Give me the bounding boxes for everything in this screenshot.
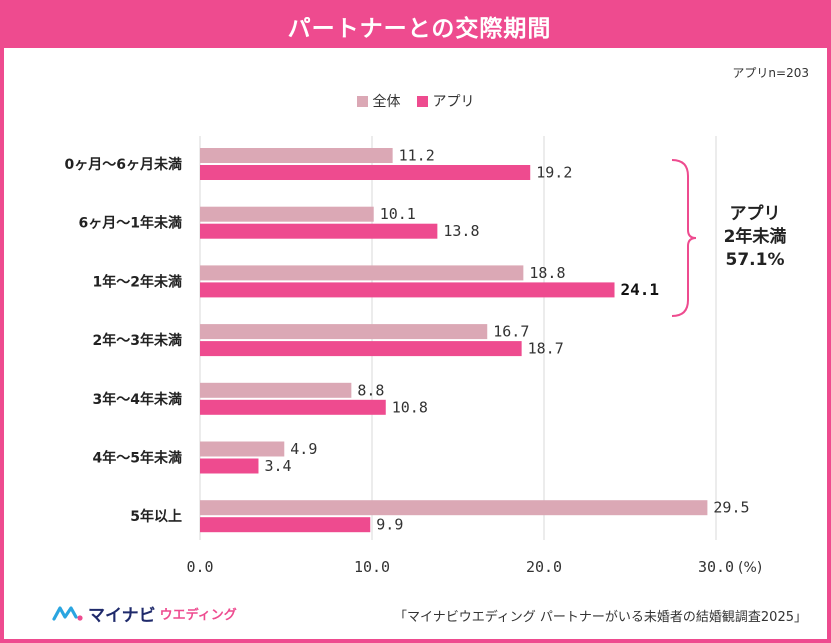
data-label-1-4: 10.8: [392, 398, 428, 416]
bar-0-1: [200, 206, 374, 222]
data-label-1-1: 13.8: [443, 222, 479, 240]
brand-logo: マイナビ ウエディング: [52, 601, 237, 626]
data-label-0-0: 11.2: [399, 147, 435, 165]
bar-0-4: [200, 382, 352, 398]
annotation-line-1: アプリ: [729, 204, 781, 224]
logo-main-text: マイナビ: [88, 606, 156, 626]
bar-0-3: [200, 324, 488, 340]
category-label-0: 0ヶ月～6ヶ月未満: [65, 156, 182, 173]
bar-1-2: [200, 282, 615, 298]
data-label-0-6: 29.5: [713, 499, 749, 517]
legend: 全体 アプリ: [0, 91, 831, 111]
x-unit-label: (%): [738, 560, 762, 576]
legend-swatch-all: [356, 95, 368, 107]
annotation-line-2: 2年未満: [723, 227, 787, 247]
logo-sub-text: ウエディング: [159, 608, 237, 623]
x-tick-label-2: 20.0: [526, 558, 562, 576]
x-tick-label-0: 0.0: [186, 558, 213, 576]
bar-1-6: [200, 517, 371, 533]
sample-size-note: アプリn=203: [732, 66, 809, 80]
data-label-0-4: 8.8: [357, 381, 384, 399]
legend-item-all: 全体: [356, 91, 401, 111]
bar-0-2: [200, 265, 524, 281]
annotation-label: アプリ 2年未満 57.1%: [702, 203, 808, 272]
x-tick-label-1: 10.0: [354, 558, 390, 576]
data-label-0-5: 4.9: [290, 440, 317, 458]
data-label-0-3: 16.7: [493, 323, 529, 341]
data-label-1-2: 24.1: [621, 280, 660, 299]
bar-1-5: [200, 458, 259, 474]
legend-item-app: アプリ: [416, 91, 475, 111]
legend-swatch-app: [416, 95, 428, 107]
data-label-1-3: 18.7: [528, 340, 564, 358]
bar-1-3: [200, 341, 522, 357]
category-label-4: 3年～4年未満: [93, 391, 182, 408]
legend-label-all: 全体: [372, 94, 401, 110]
x-tick-label-3: 30.0: [698, 558, 734, 576]
bar-0-6: [200, 500, 708, 516]
data-label-0-2: 18.8: [529, 264, 565, 282]
logo-mark-icon: [52, 605, 83, 621]
category-label-1: 6ヶ月～1年未満: [79, 215, 182, 232]
category-label-3: 2年～3年未満: [93, 332, 182, 349]
category-label-6: 5年以上: [130, 508, 182, 525]
data-label-1-0: 19.2: [536, 164, 572, 182]
category-label-5: 4年～5年未満: [93, 450, 182, 467]
legend-label-app: アプリ: [432, 94, 475, 110]
bar-0-5: [200, 441, 285, 457]
bar-1-4: [200, 399, 386, 415]
data-label-0-1: 10.1: [380, 205, 416, 223]
annotation-line-3: 57.1%: [725, 250, 785, 270]
title-banner: パートナーとの交際期間: [4, 4, 831, 48]
source-note: 「マイナビウエディング パートナーがいる未婚者の結婚観調査2025」: [393, 610, 807, 625]
bar-0-0: [200, 148, 393, 163]
data-label-1-6: 9.9: [376, 516, 403, 534]
data-label-1-5: 3.4: [264, 457, 291, 475]
bar-1-0: [200, 165, 531, 180]
chart-title: パートナーとの交際期間: [287, 16, 552, 42]
category-label-2: 1年～2年未満: [93, 273, 182, 290]
annotation-brace: [671, 159, 697, 317]
bar-1-1: [200, 223, 438, 239]
